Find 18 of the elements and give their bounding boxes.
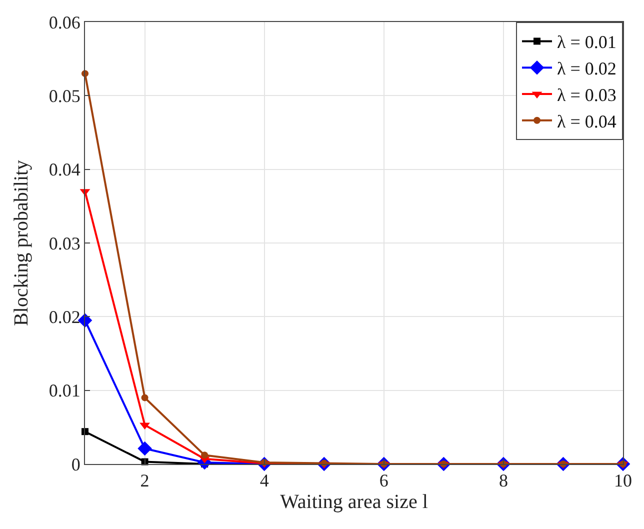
- legend-label: λ = 0.02: [557, 58, 616, 79]
- y-tick-label: 0.03: [48, 233, 80, 254]
- x-axis-title: Waiting area size l: [280, 491, 428, 514]
- y-tick-label: 0.04: [48, 160, 80, 180]
- legend-label: λ = 0.03: [557, 85, 616, 106]
- y-tick-label: 0: [71, 454, 80, 474]
- x-tick-label: 8: [498, 470, 508, 491]
- y-tick-label: 0.05: [48, 86, 80, 106]
- legend-label: λ = 0.04: [557, 111, 616, 132]
- y-axis-title: Blocking probability: [10, 160, 32, 326]
- x-tick-label: 4: [260, 470, 269, 491]
- x-tick-label: 10: [614, 470, 632, 491]
- y-tick-label: 0.02: [48, 306, 80, 327]
- x-tick-label: 2: [140, 470, 150, 491]
- y-tick-label: 0.01: [48, 380, 80, 401]
- legend-label: λ = 0.01: [557, 32, 616, 52]
- y-tick-label: 0.06: [48, 12, 80, 32]
- x-tick-label: 6: [379, 470, 388, 491]
